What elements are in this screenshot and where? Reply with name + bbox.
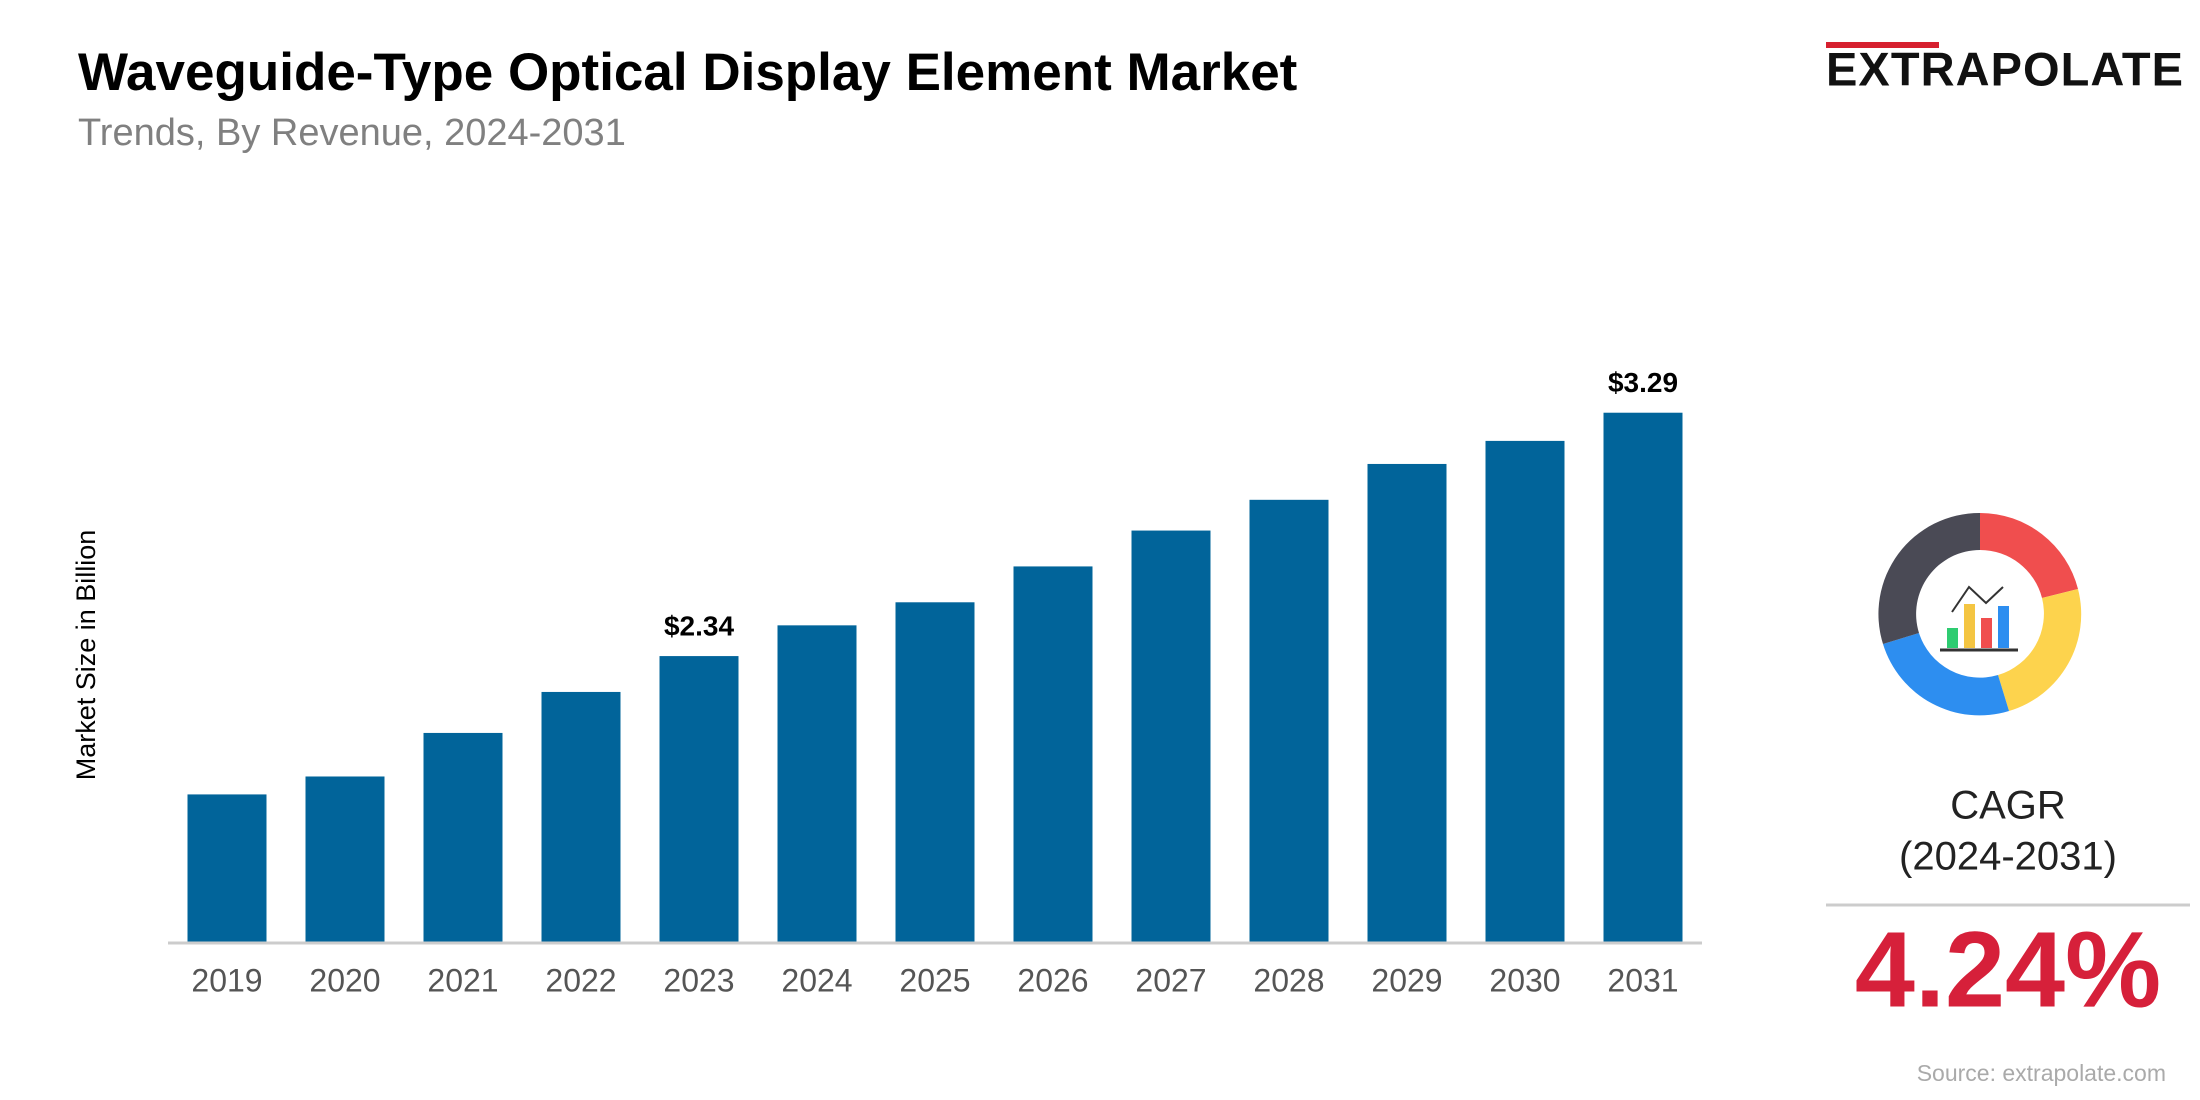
x-tick-label: 2026 bbox=[1017, 962, 1088, 998]
cagr-icon bbox=[1878, 512, 2082, 716]
bar bbox=[1603, 412, 1683, 943]
bar bbox=[305, 776, 385, 943]
source: Source: extrapolate.com bbox=[1917, 1060, 2166, 1086]
data-label: $2.34 bbox=[664, 610, 734, 641]
cagr-period: (2024-2031) bbox=[1899, 835, 2117, 879]
bar bbox=[777, 625, 857, 943]
bar bbox=[659, 656, 739, 943]
x-tick-label: 2023 bbox=[663, 962, 734, 998]
x-tick-label: 2030 bbox=[1489, 962, 1560, 998]
x-tick-label: 2027 bbox=[1135, 962, 1206, 998]
x-tick-label: 2020 bbox=[309, 962, 380, 998]
brand-logo: EXTRAPOLATE bbox=[1826, 42, 2183, 95]
x-tick-label: 2025 bbox=[899, 962, 970, 998]
chart-subtitle: Trends, By Revenue, 2024-2031 bbox=[78, 112, 626, 154]
x-tick-label: 2019 bbox=[191, 962, 262, 998]
x-tick-label: 2021 bbox=[427, 962, 498, 998]
bar bbox=[187, 794, 267, 943]
chart-title: Waveguide-Type Optical Display Element M… bbox=[78, 43, 1297, 102]
bar bbox=[1367, 463, 1447, 943]
bar bbox=[1131, 530, 1211, 943]
y-axis-label: Market Size in Billion bbox=[71, 530, 101, 781]
bar bbox=[1485, 440, 1565, 943]
cagr-label: CAGR bbox=[1950, 784, 2066, 828]
x-tick-label: 2022 bbox=[545, 962, 616, 998]
bar bbox=[1249, 499, 1329, 943]
bar bbox=[423, 732, 503, 943]
bar bbox=[895, 602, 975, 943]
brand-bar bbox=[1826, 42, 1939, 48]
x-tick-label: 2024 bbox=[781, 962, 852, 998]
bar bbox=[541, 691, 621, 943]
x-tick-label: 2029 bbox=[1371, 962, 1442, 998]
x-tick-label: 2028 bbox=[1253, 962, 1324, 998]
data-label: $3.29 bbox=[1608, 367, 1678, 398]
cagr-value: 4.24% bbox=[1855, 909, 2161, 1030]
bar bbox=[1013, 566, 1093, 943]
x-tick-label: 2031 bbox=[1607, 962, 1678, 998]
